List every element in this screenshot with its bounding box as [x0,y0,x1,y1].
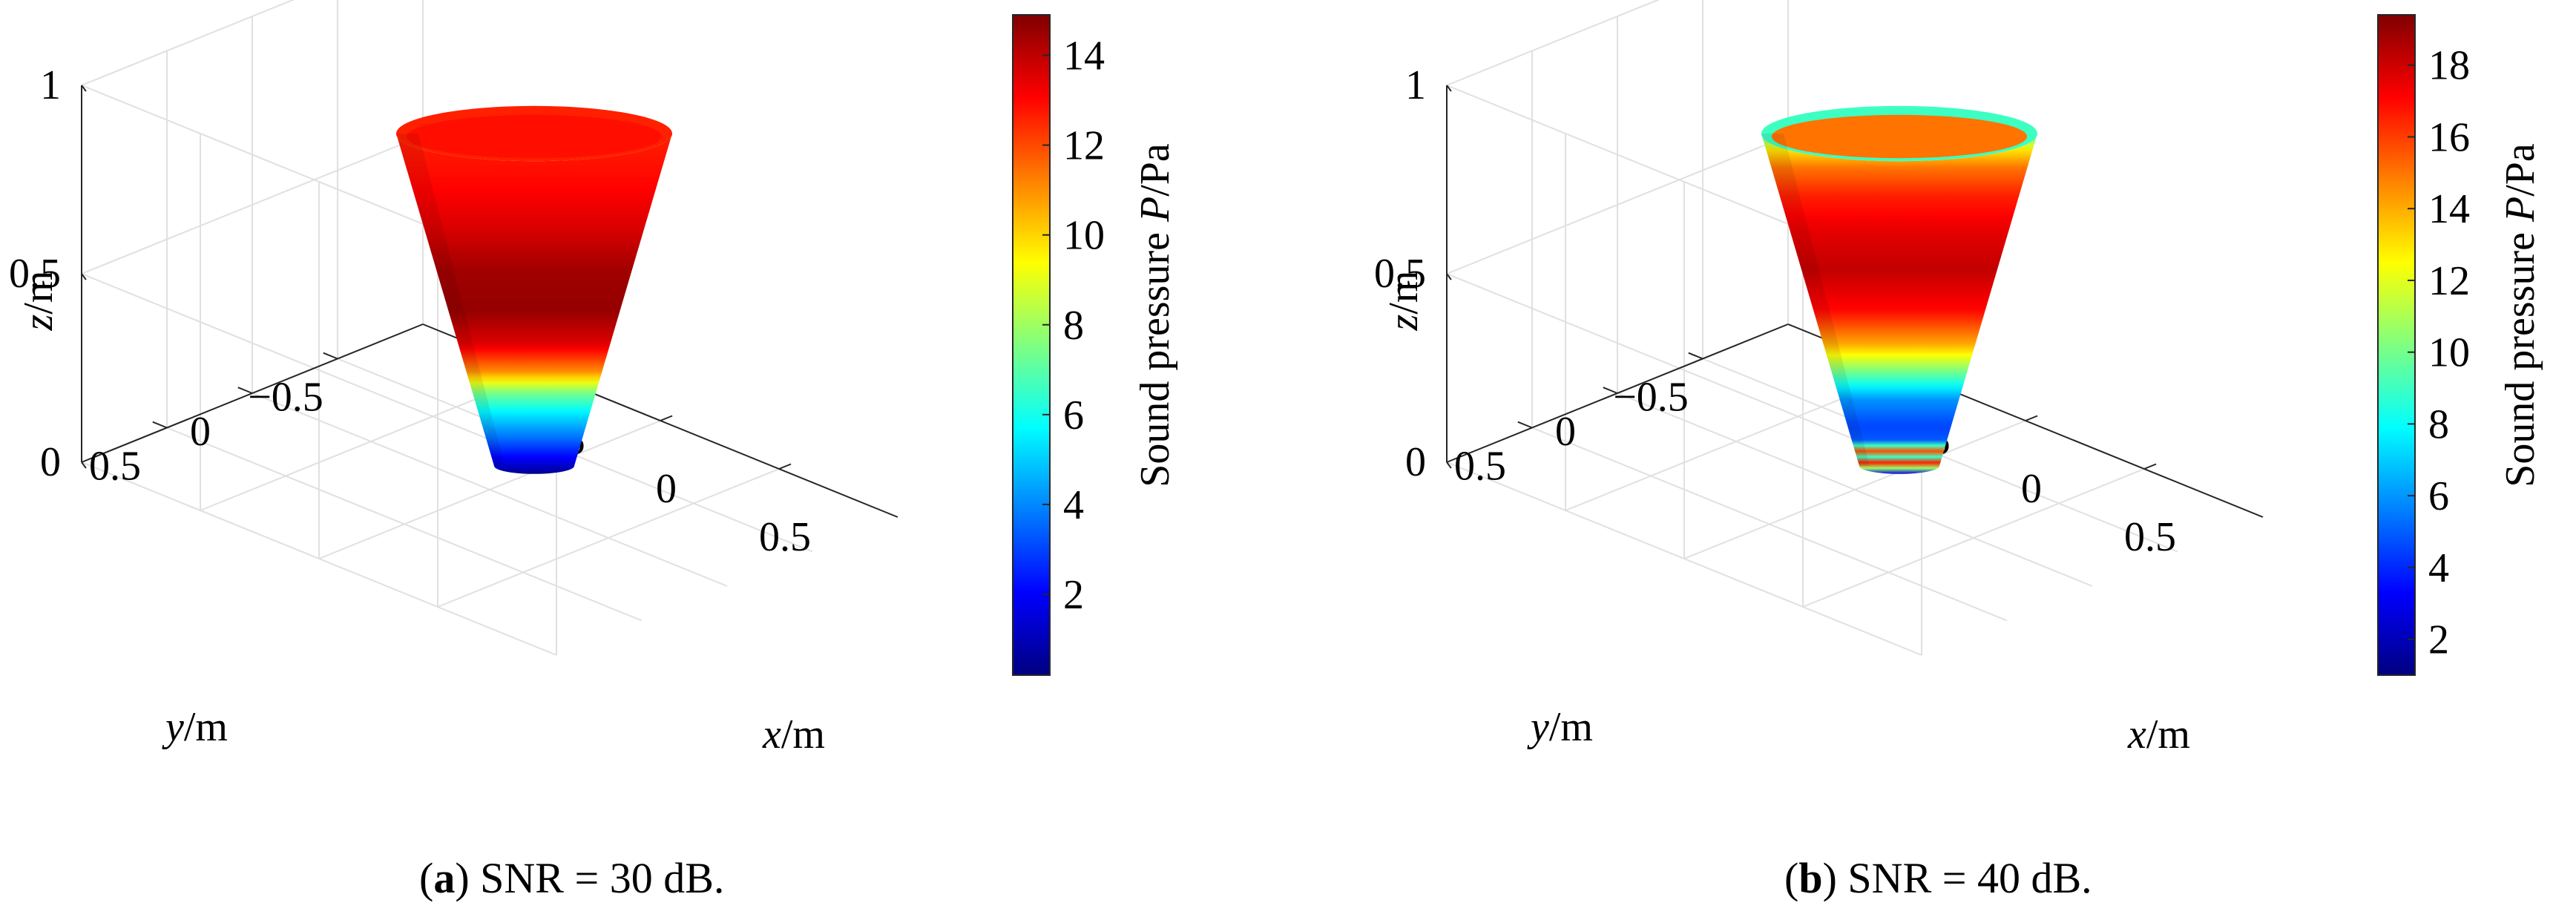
colorbar-tick-label: 14 [2428,186,2470,232]
wall-grid-line [1446,0,1660,86]
colorbar-tick-label: 12 [2428,258,2470,304]
cone-inner-wall [1772,114,2027,159]
y-tick-label: 0 [190,409,211,455]
floor-grid-line [166,427,643,622]
wall-grid-line [81,135,424,275]
y-tick [1688,352,1703,360]
y-tick [152,421,168,429]
floor-grid-line [437,468,780,608]
colorbar-label: Sound pressure P/Pa [2497,143,2543,487]
colorbar-tick-label: 6 [1063,392,1084,438]
y-tick-label: 0 [1555,409,1576,455]
y-tick-label: 0.5 [1454,444,1506,490]
z-tick-label: 0 [1405,439,1426,485]
z-tick [81,461,87,469]
z-tick [1446,273,1452,280]
wall-grid-line [81,461,557,656]
caption-b-text: SNR = 40 dB. [1847,854,2092,902]
z-tick-label: 1 [1405,62,1426,108]
y-tick [323,352,338,360]
wall-grid-line [1446,273,1922,467]
x-tick [2143,463,2157,470]
panel-a: −0.500.5−0.500.500.51x/my/mz/m2468101214… [9,0,1178,757]
z-tick-label: 0 [40,439,61,485]
z-tick-label: 0.5 [9,251,61,297]
z-tick-label: 0.5 [1374,251,1426,297]
x-tick-label: 0.5 [759,514,811,560]
y-axis-label: y/m [162,704,228,750]
x-tick [778,463,792,470]
x-tick-label: 0.5 [2124,514,2176,560]
colorbar-tick-label: 16 [2428,114,2470,160]
colorbar [2377,14,2416,676]
z-tick [1446,85,1452,92]
colorbar-tick-label: 2 [2428,617,2449,663]
x-tick [2025,415,2038,421]
colorbar-tick-label: 2 [1063,572,1084,618]
colorbar-tick-label: 18 [2428,43,2470,89]
colorbar-tick-label: 8 [2428,401,2449,447]
wall-grid-line [81,0,295,86]
x-tick-label: 0 [656,466,677,512]
colorbar-tick-label: 6 [2428,473,2449,519]
cone-shade [1761,134,1870,466]
caption-a: (a) SNR = 30 dB. [419,854,725,902]
wall-grid-line [1446,135,1789,275]
y-tick [1517,421,1533,429]
y-tick-label: −0.5 [248,375,323,421]
cone-shade [396,134,505,466]
floor-grid-line [1531,427,2008,622]
x-tick [660,415,673,421]
caption-b-letter: b [1798,854,1823,902]
colorbar [1012,14,1051,676]
caption-a-text: SNR = 30 dB. [480,854,725,902]
x-tick-label: 0 [2021,466,2042,512]
caption-b: (b) SNR = 40 dB. [1784,854,2092,902]
wall-grid-line [1446,461,1922,656]
y-tick-label: −0.5 [1613,375,1689,421]
colorbar-tick-label: 14 [1063,33,1105,79]
colorbar-tick-label: 12 [1063,123,1105,169]
caption-a-letter: a [433,854,456,902]
z-tick-label: 1 [40,62,61,108]
z-axis-label: z/m [16,271,62,332]
z-tick [81,273,87,280]
colorbar-tick-label: 10 [2428,330,2470,376]
floor-grid-line [1802,468,2145,608]
x-axis-label: x/m [2127,711,2190,757]
cone-surface [1761,134,2037,474]
colorbar-tick-label: 4 [1063,482,1084,528]
floor-grid-line [1617,392,2093,587]
y-tick [237,387,253,394]
y-axis-label: y/m [1527,704,1593,750]
floor-grid-line [252,392,728,587]
colorbar-tick-label: 4 [2428,545,2449,591]
colorbar-tick-label: 8 [1063,303,1084,349]
y-tick [1603,387,1618,394]
z-axis-label: z/m [1381,271,1427,332]
cone-inner-wall [407,114,662,159]
colorbar-tick-label: 10 [1063,213,1105,259]
y-tick-label: 0.5 [89,444,141,490]
colorbar-label: Sound pressure P/Pa [1132,143,1178,487]
panel-b: −0.500.5−0.500.500.51x/my/mz/m2468101214… [1374,0,2543,757]
z-tick [81,85,87,92]
wall-grid-line [81,273,557,467]
cone-surface [396,134,672,474]
x-axis-label: x/m [762,711,825,757]
z-tick [1446,461,1452,469]
